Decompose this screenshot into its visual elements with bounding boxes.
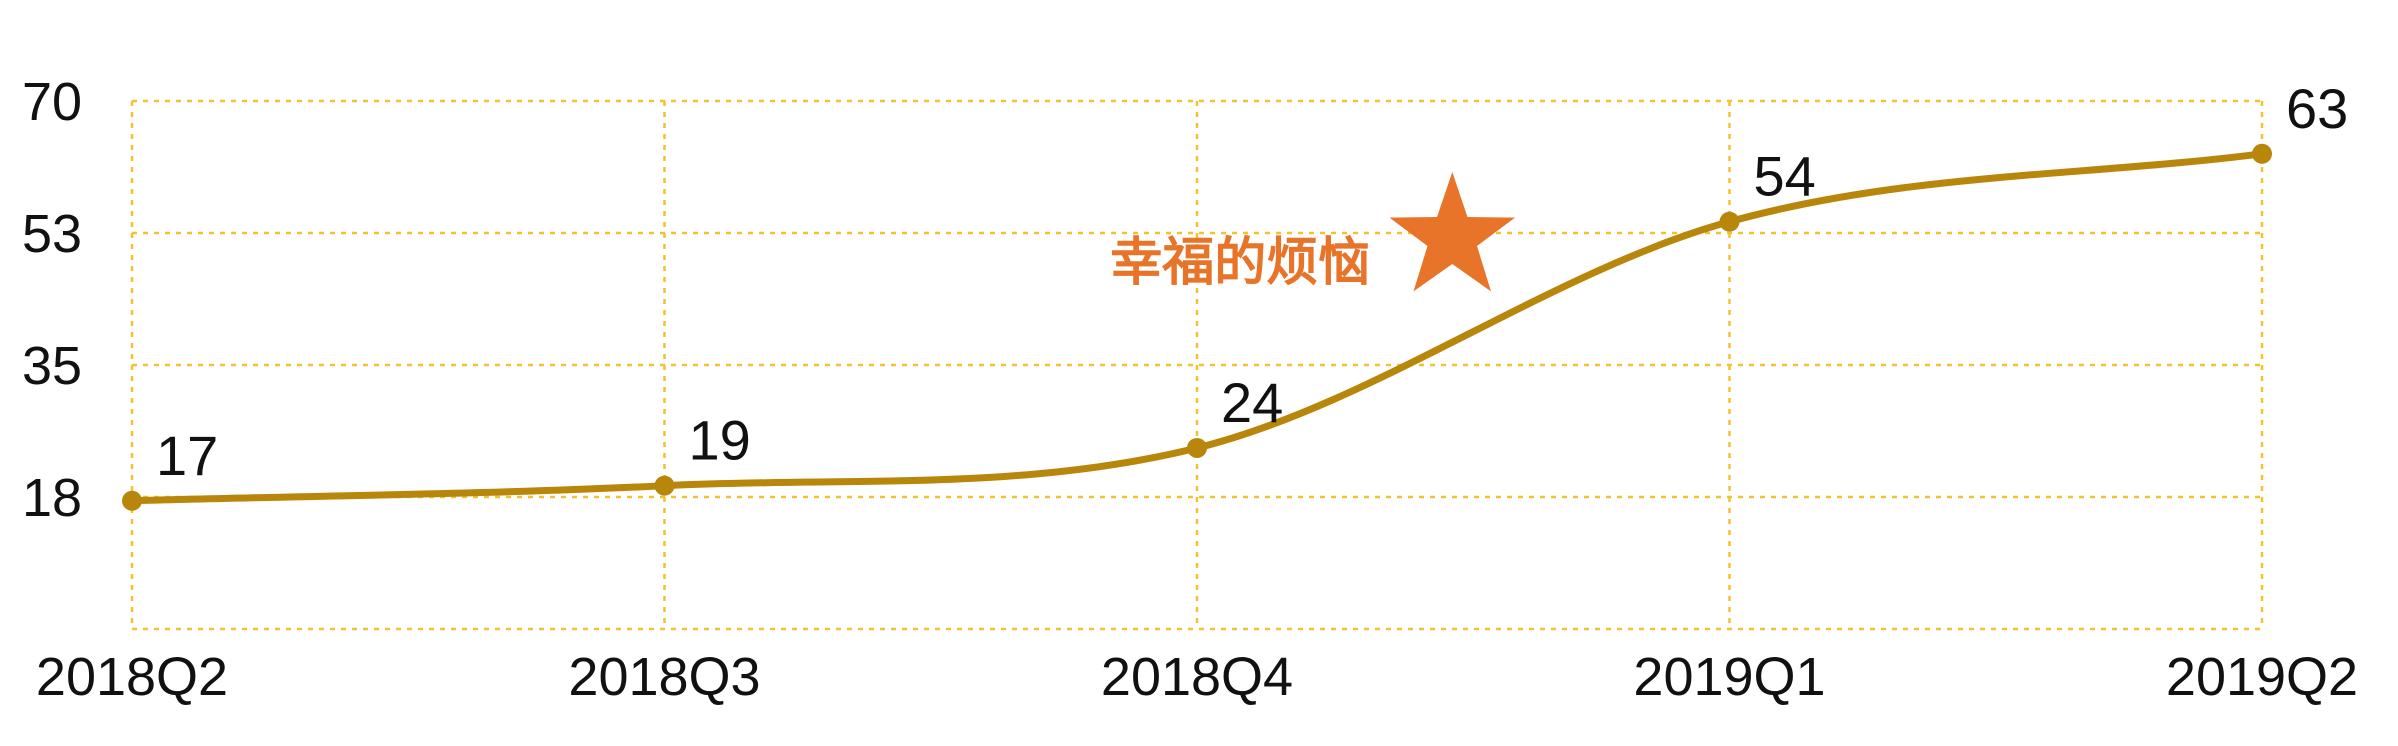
x-tick-label: 2019Q2 <box>2166 647 2358 707</box>
data-point <box>1187 437 1207 458</box>
data-points <box>122 143 2272 511</box>
annotation: 幸福的烦恼 <box>1110 172 1515 293</box>
y-axis-ticks: 18 35 53 70 <box>22 72 82 528</box>
data-label: 19 <box>689 409 751 472</box>
x-tick-label: 2019Q1 <box>1633 647 1825 707</box>
data-label: 63 <box>2286 77 2348 140</box>
data-point <box>654 475 675 496</box>
y-tick-label: 35 <box>22 336 82 396</box>
data-label: 17 <box>156 424 218 487</box>
y-tick-label: 53 <box>22 204 82 264</box>
annotation-label: 幸福的烦恼 <box>1110 233 1370 293</box>
grid <box>130 99 2264 631</box>
x-tick-label: 2018Q4 <box>1101 647 1293 707</box>
data-labels: 17 19 24 54 63 <box>156 77 2348 487</box>
data-point <box>122 490 142 511</box>
x-tick-label: 2018Q2 <box>36 647 228 707</box>
data-point <box>1719 211 1740 232</box>
x-axis-ticks: 2018Q2 2018Q3 2018Q4 2019Q1 2019Q2 <box>36 647 2358 707</box>
y-tick-label: 18 <box>22 468 82 528</box>
y-tick-label: 70 <box>22 72 82 132</box>
star-icon <box>1389 172 1515 292</box>
x-tick-label: 2018Q3 <box>568 647 760 707</box>
data-point <box>2252 143 2272 164</box>
data-label: 24 <box>1221 371 1283 434</box>
data-label: 54 <box>1754 145 1816 208</box>
